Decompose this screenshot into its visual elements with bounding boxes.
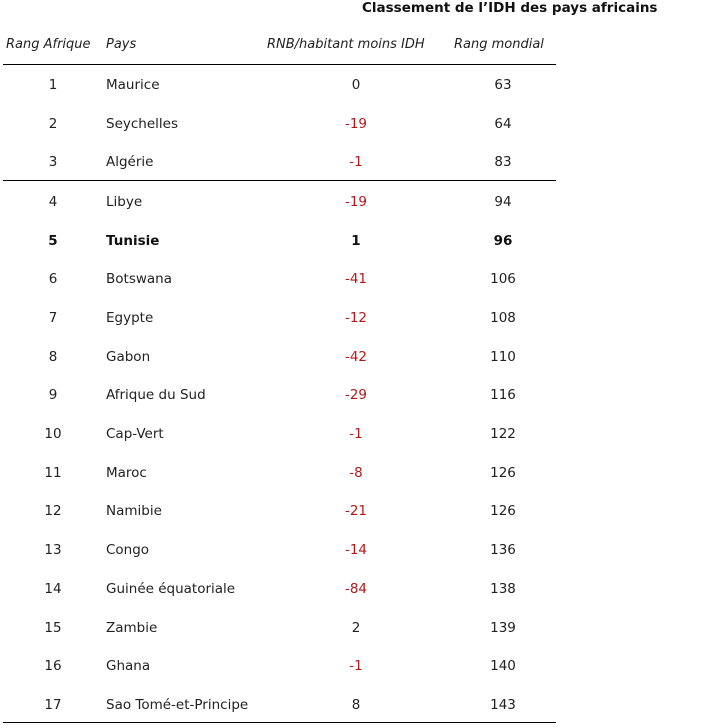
table-title: Classement de l’IDH des pays africains xyxy=(362,0,658,16)
table-row: 1 Maurice 0 63 xyxy=(0,74,560,96)
table-row: 15 Zambie 2 139 xyxy=(0,617,560,639)
table-row: 8 Gabon -42 110 xyxy=(0,346,560,368)
cell-rnb-moins-idh: -21 xyxy=(344,503,368,519)
cell-rnb-moins-idh: -19 xyxy=(344,116,368,132)
cell-rnb-moins-idh: -84 xyxy=(344,581,368,597)
column-header-rang-mondial: Rang mondial xyxy=(454,37,544,52)
table-row: 7 Egypte -12 108 xyxy=(0,307,560,329)
cell-pays: Zambie xyxy=(106,620,158,636)
cell-pays: Namibie xyxy=(106,503,162,519)
cell-rnb-moins-idh: -12 xyxy=(344,310,368,326)
cell-pays: Cap-Vert xyxy=(106,426,164,442)
header-divider xyxy=(3,64,556,65)
cell-pays: Ghana xyxy=(106,658,151,674)
cell-rang-afrique: 11 xyxy=(44,465,62,481)
cell-rang-mondial: 126 xyxy=(490,465,516,481)
cell-rang-mondial: 136 xyxy=(490,542,516,558)
cell-pays: Gabon xyxy=(106,349,151,365)
cell-rang-mondial: 83 xyxy=(494,154,512,170)
cell-rang-afrique: 1 xyxy=(48,77,58,93)
cell-rang-mondial: 138 xyxy=(490,581,516,597)
cell-pays: Maurice xyxy=(106,77,160,93)
cell-rnb-moins-idh: -19 xyxy=(344,194,368,210)
table-row: 5 Tunisie 1 96 xyxy=(0,230,560,252)
table-row: 6 Botswana -41 106 xyxy=(0,268,560,290)
cell-rang-mondial: 64 xyxy=(494,116,512,132)
table-bottom-divider xyxy=(3,722,556,723)
cell-pays: Libye xyxy=(106,194,143,210)
cell-rang-afrique: 7 xyxy=(48,310,58,326)
table-row: 17 Sao Tomé-et-Principe 8 143 xyxy=(0,694,560,716)
cell-rang-afrique: 2 xyxy=(48,116,58,132)
table-row: 3 Algérie -1 83 xyxy=(0,151,560,173)
cell-rang-afrique: 12 xyxy=(44,503,62,519)
cell-rang-afrique: 6 xyxy=(48,271,58,287)
cell-rang-afrique: 9 xyxy=(48,387,58,403)
cell-rang-afrique: 4 xyxy=(48,194,58,210)
cell-rnb-moins-idh: 8 xyxy=(351,697,361,713)
cell-pays: Congo xyxy=(106,542,150,558)
cell-rnb-moins-idh: 1 xyxy=(351,233,361,249)
cell-rang-afrique: 8 xyxy=(48,349,58,365)
table-row: 4 Libye -19 94 xyxy=(0,191,560,213)
cell-rang-mondial: 106 xyxy=(490,271,516,287)
cell-pays: Seychelles xyxy=(106,116,178,132)
cell-rang-mondial: 122 xyxy=(490,426,516,442)
cell-rang-afrique: 14 xyxy=(44,581,62,597)
cell-rang-afrique: 16 xyxy=(44,658,62,674)
cell-pays: Egypte xyxy=(106,310,154,326)
cell-rang-mondial: 108 xyxy=(490,310,516,326)
cell-rnb-moins-idh: 2 xyxy=(351,620,361,636)
cell-rang-afrique: 15 xyxy=(44,620,62,636)
column-header-rang-afrique: Rang Afrique xyxy=(6,37,91,52)
column-header-pays: Pays xyxy=(106,37,137,52)
table-row: 11 Maroc -8 126 xyxy=(0,462,560,484)
cell-pays: Afrique du Sud xyxy=(106,387,206,403)
cell-pays: Botswana xyxy=(106,271,172,287)
cell-rang-mondial: 96 xyxy=(493,233,513,249)
cell-rang-mondial: 116 xyxy=(490,387,516,403)
cell-rang-afrique: 10 xyxy=(44,426,62,442)
column-header-rnb-moins-idh: RNB/habitant moins IDH xyxy=(267,37,425,52)
cell-rnb-moins-idh: -1 xyxy=(349,154,363,170)
cell-rang-mondial: 94 xyxy=(494,194,512,210)
cell-rang-afrique: 5 xyxy=(48,233,58,249)
cell-pays: Maroc xyxy=(106,465,147,481)
table-row: 2 Seychelles -19 64 xyxy=(0,113,560,135)
cell-rang-mondial: 143 xyxy=(490,697,516,713)
cell-rang-mondial: 126 xyxy=(490,503,516,519)
cell-rnb-moins-idh: 0 xyxy=(351,77,361,93)
cell-rnb-moins-idh: -29 xyxy=(344,387,368,403)
cell-rang-mondial: 139 xyxy=(490,620,516,636)
cell-rnb-moins-idh: -41 xyxy=(344,271,368,287)
table-row: 14 Guinée équatoriale -84 138 xyxy=(0,578,560,600)
cell-rang-mondial: 110 xyxy=(490,349,516,365)
cell-rnb-moins-idh: -14 xyxy=(344,542,368,558)
top-three-divider xyxy=(3,180,556,181)
cell-rnb-moins-idh: -8 xyxy=(349,465,363,481)
cell-pays: Tunisie xyxy=(106,233,160,249)
cell-rang-afrique: 3 xyxy=(48,154,58,170)
table-row: 12 Namibie -21 126 xyxy=(0,500,560,522)
cell-rnb-moins-idh: -42 xyxy=(344,349,368,365)
table-row: 9 Afrique du Sud -29 116 xyxy=(0,384,560,406)
cell-rnb-moins-idh: -1 xyxy=(349,658,363,674)
cell-pays: Algérie xyxy=(106,154,154,170)
table-row: 10 Cap-Vert -1 122 xyxy=(0,423,560,445)
cell-rnb-moins-idh: -1 xyxy=(349,426,363,442)
cell-pays: Guinée équatoriale xyxy=(106,581,236,597)
table-row: 16 Ghana -1 140 xyxy=(0,655,560,677)
cell-rang-mondial: 140 xyxy=(490,658,516,674)
cell-pays: Sao Tomé-et-Principe xyxy=(106,697,249,713)
cell-rang-afrique: 17 xyxy=(44,697,62,713)
table-row: 13 Congo -14 136 xyxy=(0,539,560,561)
cell-rang-afrique: 13 xyxy=(44,542,62,558)
cell-rang-mondial: 63 xyxy=(494,77,512,93)
